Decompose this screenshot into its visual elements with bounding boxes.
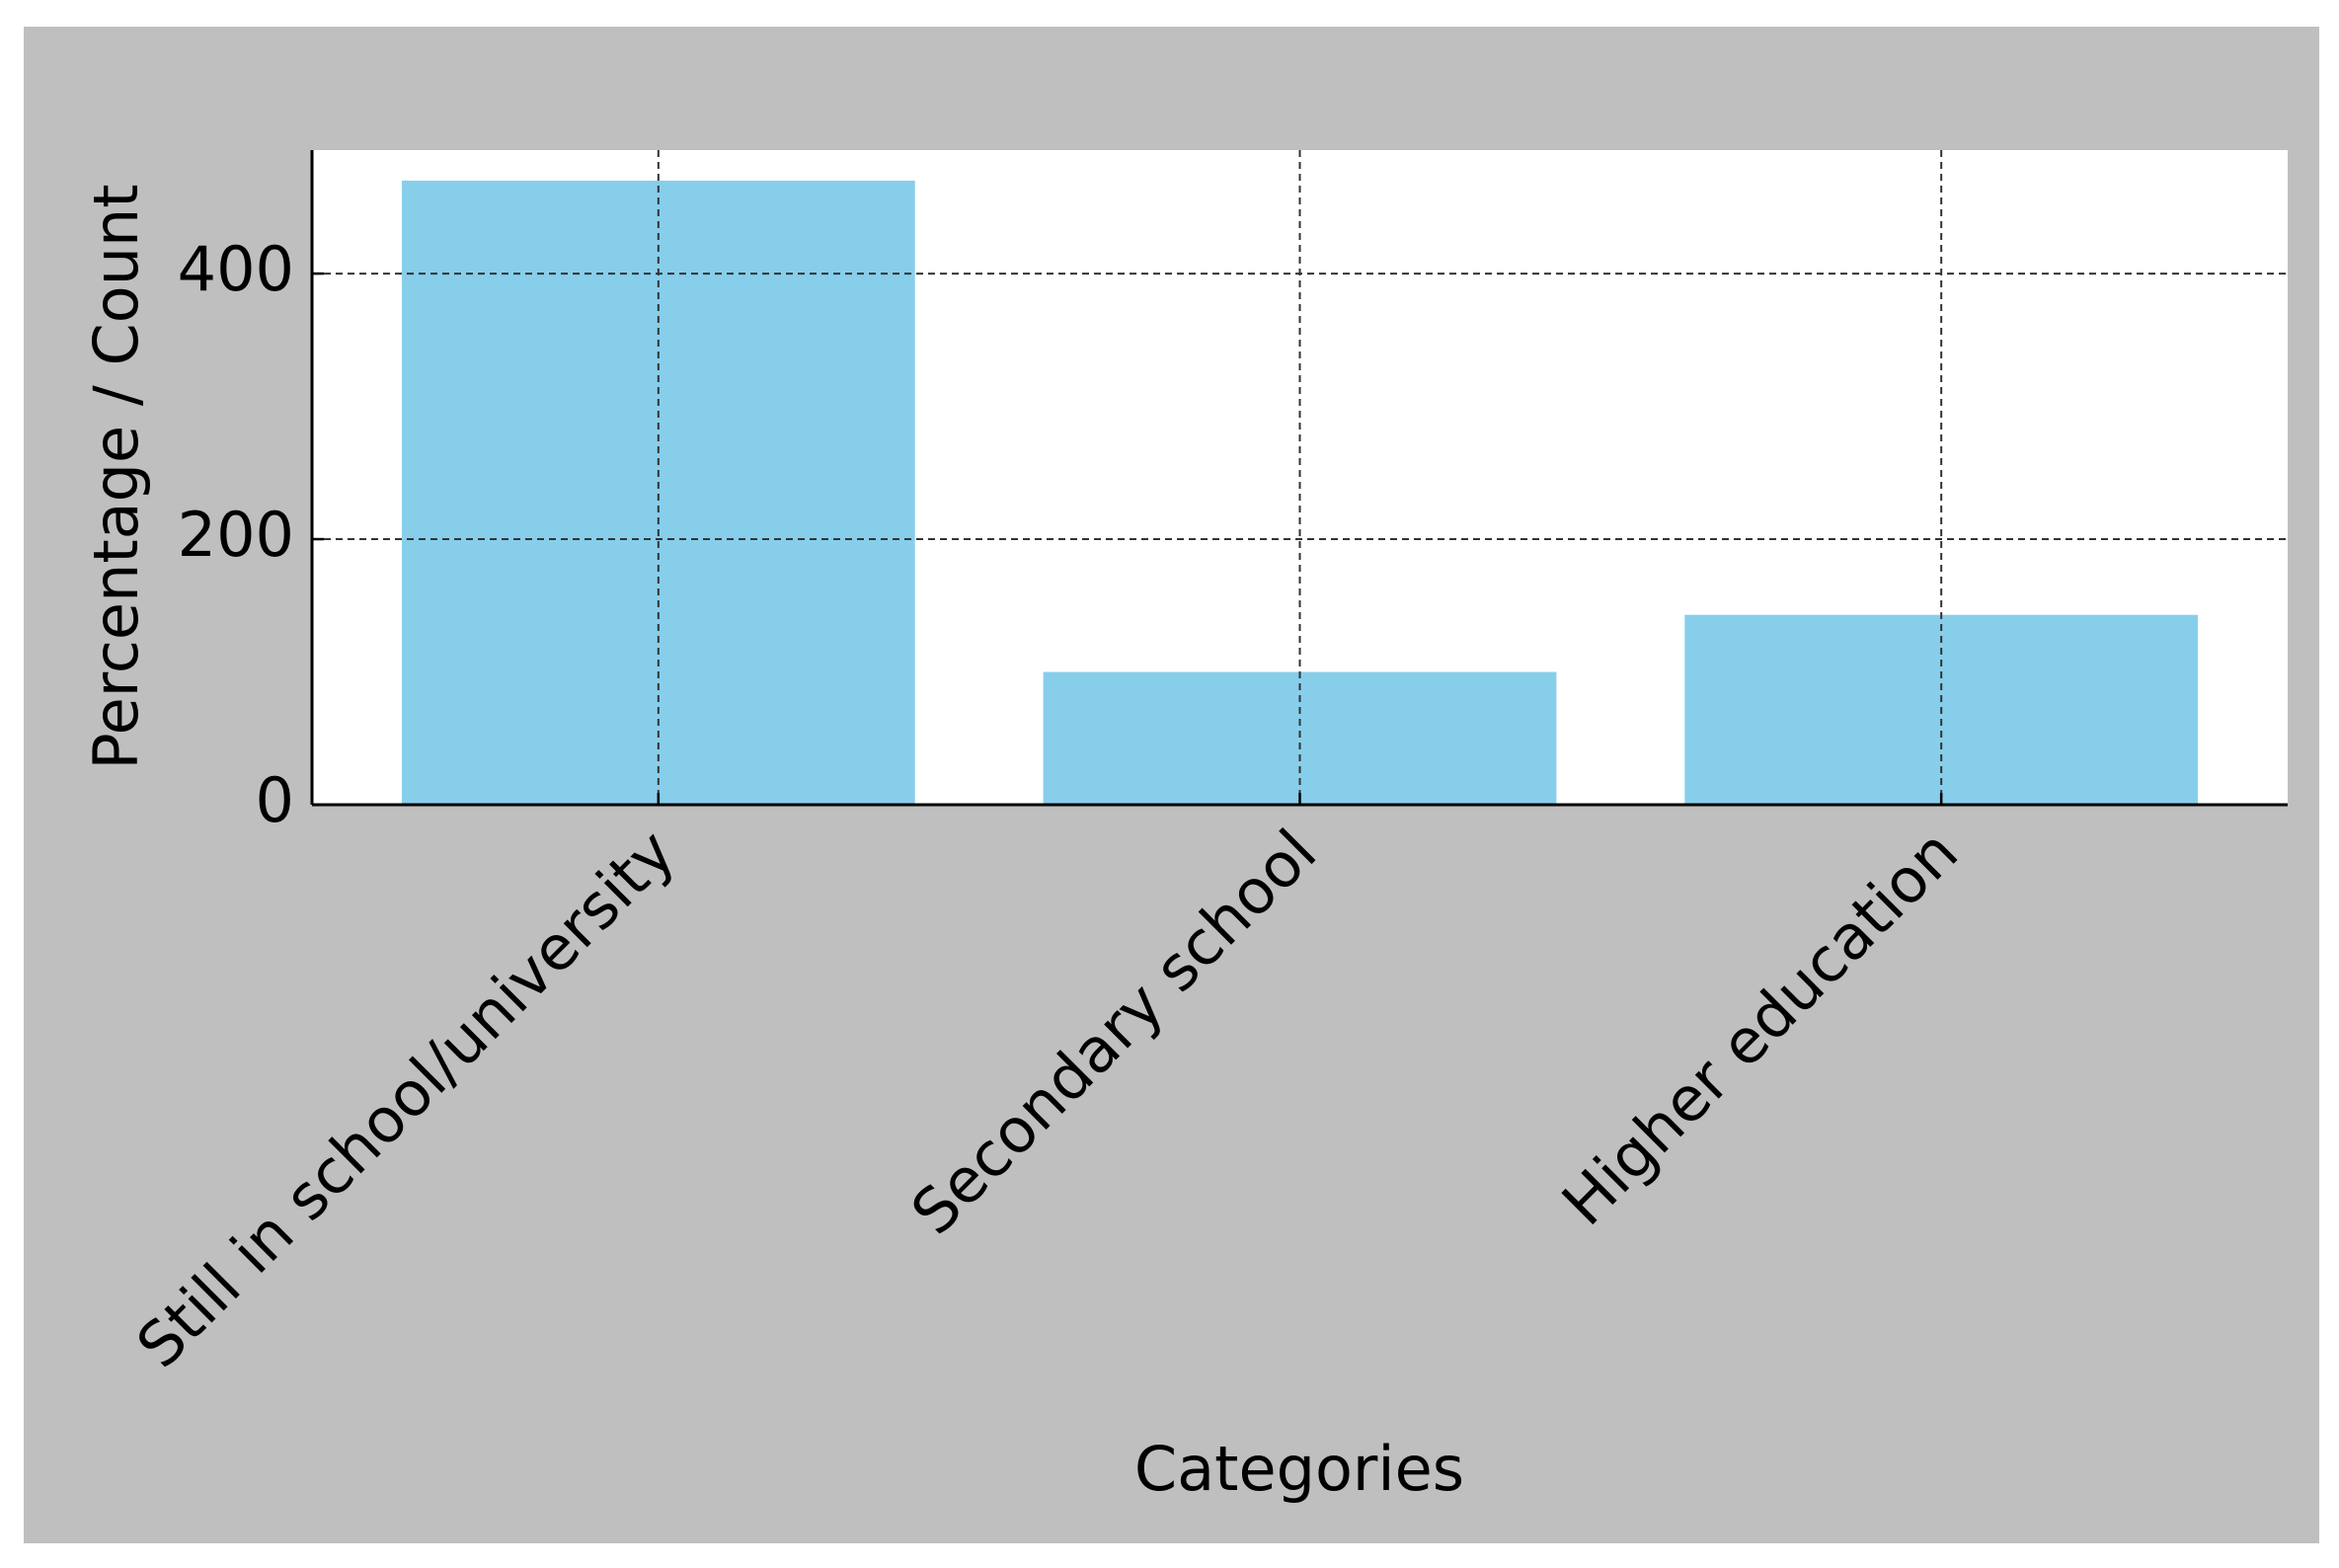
y-tick-label: 0	[256, 764, 294, 836]
y-tick-label: 200	[178, 499, 294, 571]
x-axis-label: Categories	[1134, 1433, 1464, 1505]
y-tick-label: 400	[178, 233, 294, 305]
y-axis-label: Percentage / Count	[80, 184, 152, 769]
